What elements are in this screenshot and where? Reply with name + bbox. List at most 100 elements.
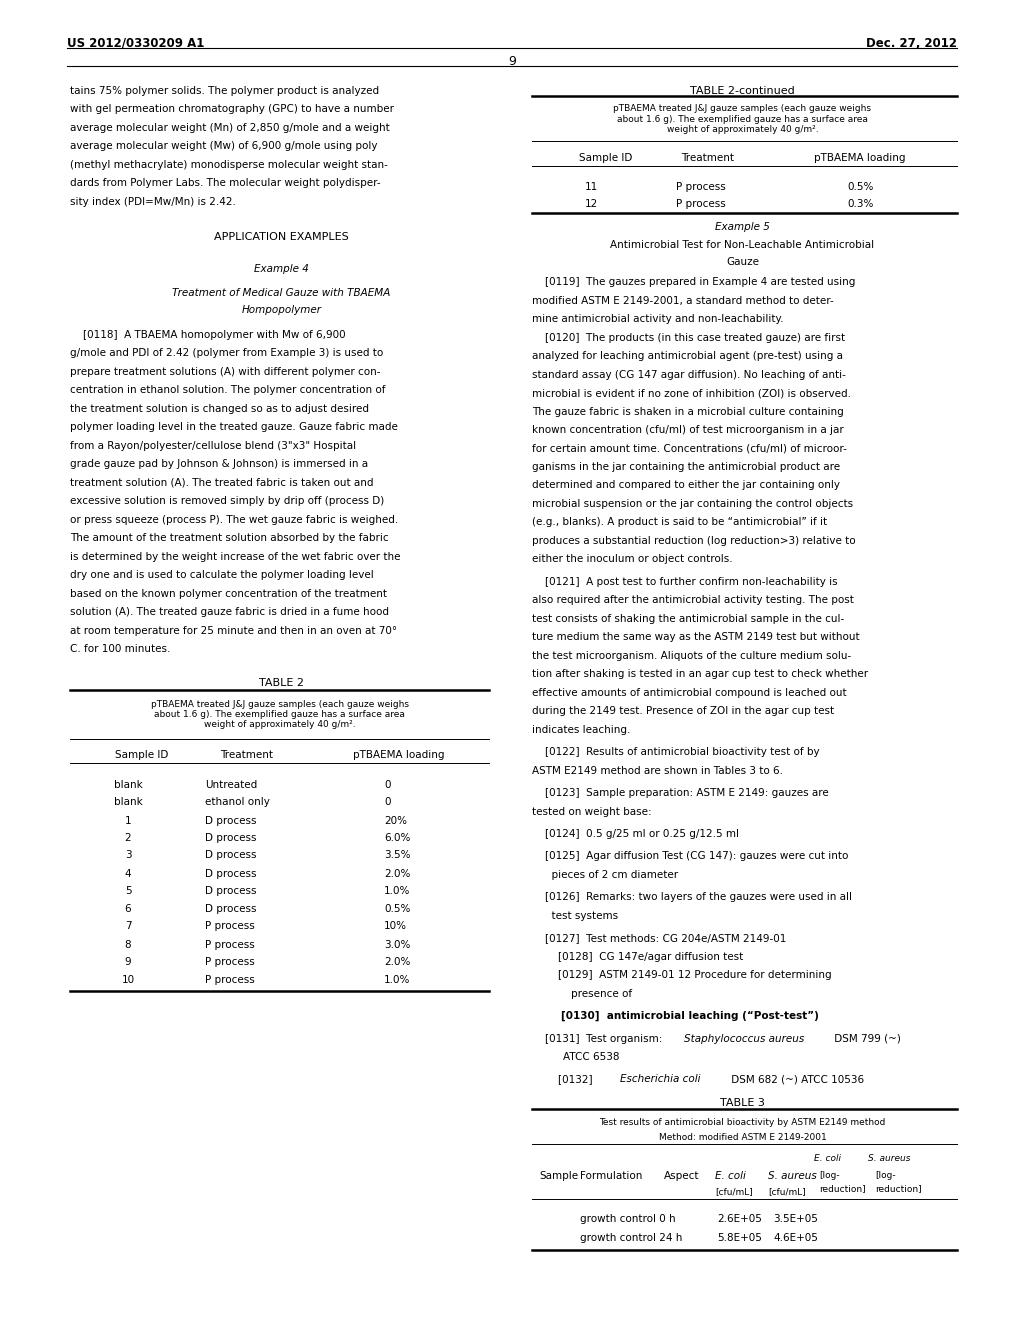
Text: 0: 0 — [384, 797, 390, 808]
Text: tion after shaking is tested in an agar cup test to check whether: tion after shaking is tested in an agar … — [532, 669, 868, 680]
Text: [cfu/mL]: [cfu/mL] — [768, 1187, 806, 1196]
Text: [0119]  The gauzes prepared in Example 4 are tested using: [0119] The gauzes prepared in Example 4 … — [532, 277, 856, 288]
Text: tains 75% polymer solids. The polymer product is analyzed: tains 75% polymer solids. The polymer pr… — [70, 86, 379, 96]
Text: [0130]  antimicrobial leaching (“Post-test”): [0130] antimicrobial leaching (“Post-tes… — [532, 1011, 819, 1022]
Text: S. aureus: S. aureus — [867, 1154, 910, 1163]
Text: Escherichia coli: Escherichia coli — [620, 1074, 700, 1085]
Text: 0.5%: 0.5% — [384, 904, 411, 915]
Text: sity index (PDI=Mw/Mn) is 2.42.: sity index (PDI=Mw/Mn) is 2.42. — [70, 197, 236, 207]
Text: D process: D process — [205, 816, 256, 826]
Text: 3.5E+05: 3.5E+05 — [773, 1214, 818, 1225]
Text: 5: 5 — [125, 886, 131, 896]
Text: treatment solution (A). The treated fabric is taken out and: treatment solution (A). The treated fabr… — [70, 478, 373, 488]
Text: Staphylococcus aureus: Staphylococcus aureus — [684, 1034, 804, 1044]
Text: 4: 4 — [125, 869, 131, 879]
Text: [0123]  Sample preparation: ASTM E 2149: gauzes are: [0123] Sample preparation: ASTM E 2149: … — [532, 788, 829, 799]
Text: reduction]: reduction] — [876, 1184, 923, 1193]
Text: 11: 11 — [586, 182, 598, 193]
Text: 5.8E+05: 5.8E+05 — [717, 1233, 762, 1243]
Text: [0121]  A post test to further confirm non-leachability is: [0121] A post test to further confirm no… — [532, 577, 838, 587]
Text: excessive solution is removed simply by drip off (process D): excessive solution is removed simply by … — [70, 496, 384, 507]
Text: Example 5: Example 5 — [715, 222, 770, 232]
Text: The gauze fabric is shaken in a microbial culture containing: The gauze fabric is shaken in a microbia… — [532, 407, 844, 417]
Text: 8: 8 — [125, 940, 131, 950]
Text: growth control 24 h: growth control 24 h — [580, 1233, 682, 1243]
Text: polymer loading level in the treated gauze. Gauze fabric made: polymer loading level in the treated gau… — [70, 422, 397, 433]
Text: reduction]: reduction] — [819, 1184, 866, 1193]
Text: ethanol only: ethanol only — [205, 797, 269, 808]
Text: ture medium the same way as the ASTM 2149 test but without: ture medium the same way as the ASTM 214… — [532, 632, 860, 643]
Text: grade gauze pad by Johnson & Johnson) is immersed in a: grade gauze pad by Johnson & Johnson) is… — [70, 459, 368, 470]
Text: E. coli: E. coli — [715, 1171, 745, 1181]
Text: Gauze: Gauze — [726, 257, 759, 268]
Text: known concentration (cfu/ml) of test microorganism in a jar: known concentration (cfu/ml) of test mic… — [532, 425, 844, 436]
Text: TABLE 2: TABLE 2 — [259, 678, 304, 689]
Text: Method: modified ASTM E 2149-2001: Method: modified ASTM E 2149-2001 — [658, 1133, 826, 1142]
Text: Hompopolymer: Hompopolymer — [242, 305, 322, 315]
Text: [cfu/mL]: [cfu/mL] — [715, 1187, 753, 1196]
Text: microbial suspension or the jar containing the control objects: microbial suspension or the jar containi… — [532, 499, 854, 510]
Text: S. aureus: S. aureus — [768, 1171, 817, 1181]
Text: Treatment of Medical Gauze with TBAEMA: Treatment of Medical Gauze with TBAEMA — [172, 288, 391, 298]
Text: presence of: presence of — [532, 989, 633, 999]
Text: at room temperature for 25 minute and then in an oven at 70°: at room temperature for 25 minute and th… — [70, 626, 396, 636]
Text: blank: blank — [114, 780, 142, 791]
Text: [0132]: [0132] — [532, 1074, 600, 1085]
Text: D process: D process — [205, 886, 256, 896]
Text: [0127]  Test methods: CG 204e/ASTM 2149-01: [0127] Test methods: CG 204e/ASTM 2149-0… — [532, 933, 786, 944]
Text: also required after the antimicrobial activity testing. The post: also required after the antimicrobial ac… — [532, 595, 854, 606]
Text: P process: P process — [205, 940, 255, 950]
Text: for certain amount time. Concentrations (cfu/ml) of microor-: for certain amount time. Concentrations … — [532, 444, 847, 454]
Text: Treatment: Treatment — [681, 153, 734, 164]
Text: Example 4: Example 4 — [254, 264, 309, 275]
Text: test consists of shaking the antimicrobial sample in the cul-: test consists of shaking the antimicrobi… — [532, 614, 845, 624]
Text: g/mole and PDI of 2.42 (polymer from Example 3) is used to: g/mole and PDI of 2.42 (polymer from Exa… — [70, 348, 383, 359]
Text: [log-: [log- — [819, 1171, 840, 1180]
Text: [0126]  Remarks: two layers of the gauzes were used in all: [0126] Remarks: two layers of the gauzes… — [532, 892, 852, 903]
Text: Treatment: Treatment — [220, 750, 273, 760]
Text: modified ASTM E 2149-2001, a standard method to deter-: modified ASTM E 2149-2001, a standard me… — [532, 296, 835, 306]
Text: Sample ID: Sample ID — [579, 153, 632, 164]
Text: D process: D process — [205, 833, 256, 843]
Text: analyzed for leaching antimicrobial agent (pre-test) using a: analyzed for leaching antimicrobial agen… — [532, 351, 844, 362]
Text: 4.6E+05: 4.6E+05 — [773, 1233, 818, 1243]
Text: the test microorganism. Aliquots of the culture medium solu-: the test microorganism. Aliquots of the … — [532, 651, 852, 661]
Text: 0.5%: 0.5% — [848, 182, 874, 193]
Text: [0125]  Agar diffusion Test (CG 147): gauzes were cut into: [0125] Agar diffusion Test (CG 147): gau… — [532, 851, 849, 862]
Text: [0120]  The products (in this case treated gauze) are first: [0120] The products (in this case treate… — [532, 333, 846, 343]
Text: 2.0%: 2.0% — [384, 869, 411, 879]
Text: ganisms in the jar containing the antimicrobial product are: ganisms in the jar containing the antimi… — [532, 462, 841, 473]
Text: 2.6E+05: 2.6E+05 — [717, 1214, 762, 1225]
Text: Dec. 27, 2012: Dec. 27, 2012 — [866, 37, 957, 50]
Text: indicates leaching.: indicates leaching. — [532, 725, 631, 735]
Text: 3.5%: 3.5% — [384, 850, 411, 861]
Text: [0129]  ASTM 2149-01 12 Procedure for determining: [0129] ASTM 2149-01 12 Procedure for det… — [532, 970, 833, 981]
Text: [0124]  0.5 g/25 ml or 0.25 g/12.5 ml: [0124] 0.5 g/25 ml or 0.25 g/12.5 ml — [532, 829, 739, 840]
Text: 9: 9 — [508, 55, 516, 69]
Text: [0131]  Test organism:: [0131] Test organism: — [532, 1034, 666, 1044]
Text: prepare treatment solutions (A) with different polymer con-: prepare treatment solutions (A) with dif… — [70, 367, 380, 378]
Text: US 2012/0330209 A1: US 2012/0330209 A1 — [67, 37, 204, 50]
Text: DSM 799 (~): DSM 799 (~) — [831, 1034, 901, 1044]
Text: determined and compared to either the jar containing only: determined and compared to either the ja… — [532, 480, 841, 491]
Text: pTBAEMA loading: pTBAEMA loading — [814, 153, 905, 164]
Text: the treatment solution is changed so as to adjust desired: the treatment solution is changed so as … — [70, 404, 369, 414]
Text: 20%: 20% — [384, 816, 407, 826]
Text: E. coli: E. coli — [814, 1154, 841, 1163]
Text: Sample ID: Sample ID — [115, 750, 168, 760]
Text: pieces of 2 cm diameter: pieces of 2 cm diameter — [532, 870, 679, 880]
Text: pTBAEMA treated J&J gauze samples (each gauze weighs
about 1.6 g). The exemplifi: pTBAEMA treated J&J gauze samples (each … — [151, 700, 409, 730]
Text: 0.3%: 0.3% — [848, 199, 874, 210]
Text: 3: 3 — [125, 850, 131, 861]
Text: 10%: 10% — [384, 921, 407, 932]
Text: based on the known polymer concentration of the treatment: based on the known polymer concentration… — [70, 589, 387, 599]
Text: during the 2149 test. Presence of ZOI in the agar cup test: during the 2149 test. Presence of ZOI in… — [532, 706, 835, 717]
Text: 12: 12 — [586, 199, 598, 210]
Text: The amount of the treatment solution absorbed by the fabric: The amount of the treatment solution abs… — [70, 533, 388, 544]
Text: 7: 7 — [125, 921, 131, 932]
Text: effective amounts of antimicrobial compound is leached out: effective amounts of antimicrobial compo… — [532, 688, 847, 698]
Text: standard assay (CG 147 agar diffusion). No leaching of anti-: standard assay (CG 147 agar diffusion). … — [532, 370, 847, 380]
Text: [0128]  CG 147e/agar diffusion test: [0128] CG 147e/agar diffusion test — [532, 952, 743, 962]
Text: (methyl methacrylate) monodisperse molecular weight stan-: (methyl methacrylate) monodisperse molec… — [70, 160, 387, 170]
Text: 1: 1 — [125, 816, 131, 826]
